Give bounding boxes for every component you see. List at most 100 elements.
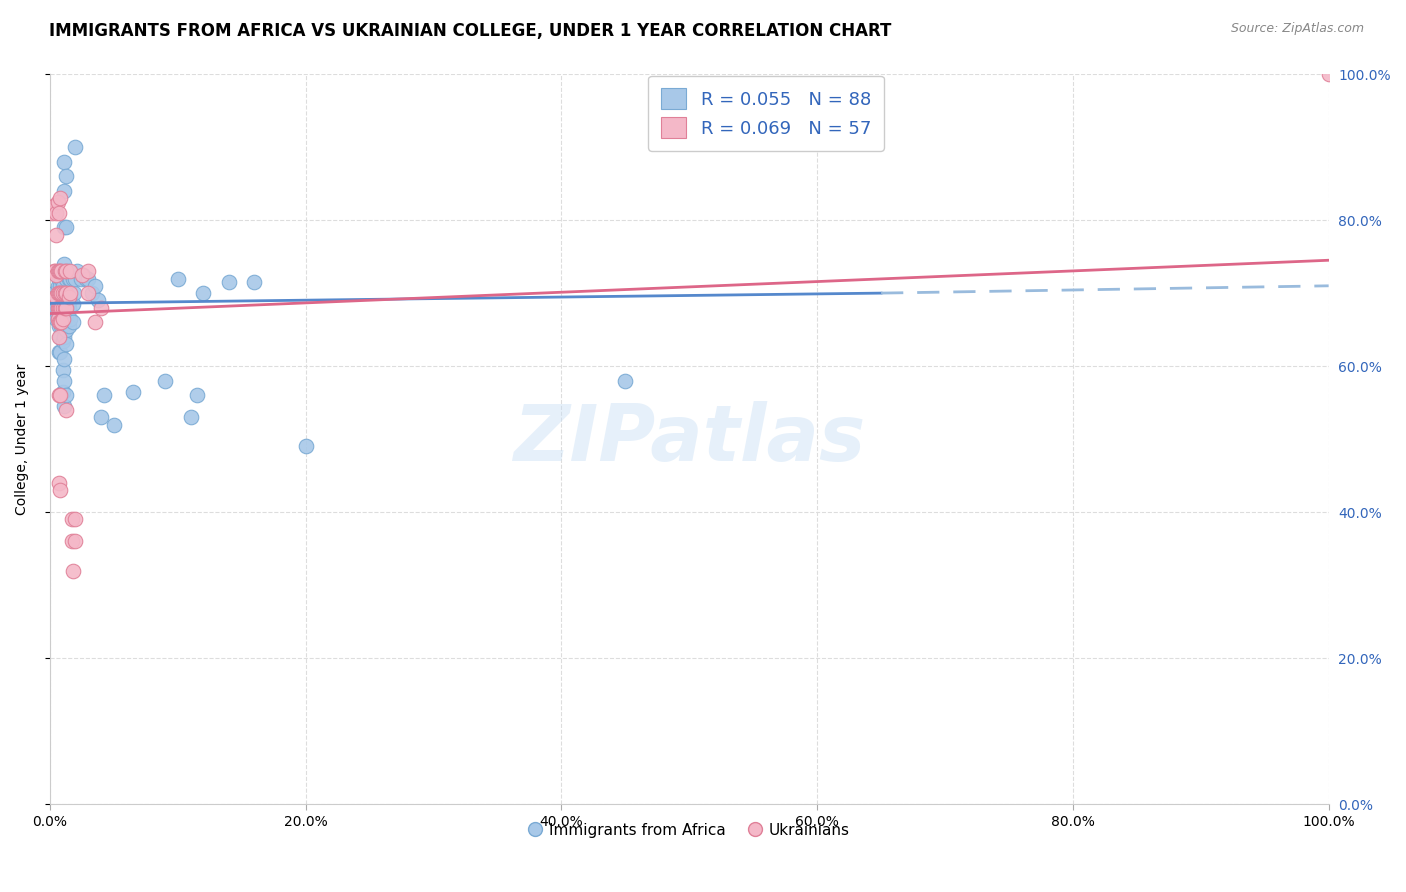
- Point: [193, 286, 215, 301]
- Point: [52, 301, 75, 315]
- Text: Source: ZipAtlas.com: Source: ZipAtlas.com: [1230, 22, 1364, 36]
- Point: [52, 363, 75, 377]
- Point: [44, 264, 66, 278]
- Point: [62, 297, 84, 311]
- Point: [62, 271, 84, 285]
- Point: [52, 286, 75, 301]
- Point: [49, 330, 72, 344]
- Point: [58, 318, 80, 333]
- Point: [41, 297, 63, 311]
- Point: [83, 315, 105, 329]
- Text: IMMIGRANTS FROM AFRICA VS UKRAINIAN COLLEGE, UNDER 1 YEAR CORRELATION CHART: IMMIGRANTS FROM AFRICA VS UKRAINIAN COLL…: [49, 22, 891, 40]
- Point: [186, 388, 208, 402]
- Point: [49, 264, 72, 278]
- Point: [42, 286, 65, 301]
- Point: [58, 301, 80, 315]
- Point: [49, 388, 72, 402]
- Point: [45, 206, 67, 220]
- Point: [243, 275, 266, 289]
- Point: [52, 293, 75, 308]
- Point: [55, 403, 77, 417]
- Point: [44, 290, 66, 304]
- Point: [52, 301, 75, 315]
- Point: [59, 286, 82, 301]
- Point: [52, 311, 75, 326]
- Point: [65, 512, 87, 526]
- Point: [65, 534, 87, 549]
- Point: [93, 388, 115, 402]
- Point: [55, 293, 77, 308]
- Point: [51, 264, 73, 278]
- Point: [48, 293, 70, 308]
- Point: [46, 311, 69, 326]
- Legend: Immigrants from Africa, Ukrainians: Immigrants from Africa, Ukrainians: [523, 817, 855, 844]
- Point: [51, 271, 73, 285]
- Point: [49, 290, 72, 304]
- Point: [90, 410, 112, 425]
- Point: [49, 191, 72, 205]
- Point: [46, 264, 69, 278]
- Point: [63, 286, 86, 301]
- Point: [55, 264, 77, 278]
- Point: [218, 275, 240, 289]
- Point: [75, 271, 97, 285]
- Point: [51, 308, 73, 322]
- Point: [45, 311, 67, 326]
- Point: [614, 374, 637, 388]
- Point: [62, 564, 84, 578]
- Point: [48, 286, 70, 301]
- Point: [49, 264, 72, 278]
- Point: [66, 264, 89, 278]
- Point: [46, 194, 69, 209]
- Point: [51, 318, 73, 333]
- Point: [52, 286, 75, 301]
- Point: [48, 271, 70, 285]
- Point: [46, 278, 69, 293]
- Point: [166, 271, 188, 285]
- Point: [103, 417, 125, 432]
- Point: [49, 286, 72, 301]
- Point: [46, 286, 69, 301]
- Point: [59, 311, 82, 326]
- Point: [1317, 67, 1340, 81]
- Point: [55, 337, 77, 351]
- Point: [45, 227, 67, 242]
- Y-axis label: College, Under 1 year: College, Under 1 year: [15, 363, 30, 515]
- Point: [55, 308, 77, 322]
- Text: ZIPatlas: ZIPatlas: [513, 401, 865, 477]
- Point: [58, 286, 80, 301]
- Point: [52, 334, 75, 348]
- Point: [179, 410, 201, 425]
- Point: [48, 344, 70, 359]
- Point: [65, 271, 87, 285]
- Point: [55, 301, 77, 315]
- Point: [46, 311, 69, 326]
- Point: [45, 290, 67, 304]
- Point: [45, 290, 67, 304]
- Point: [52, 154, 75, 169]
- Point: [60, 534, 83, 549]
- Point: [49, 344, 72, 359]
- Point: [44, 198, 66, 212]
- Point: [49, 278, 72, 293]
- Point: [56, 264, 79, 278]
- Point: [87, 293, 110, 308]
- Point: [55, 323, 77, 337]
- Point: [49, 315, 72, 329]
- Point: [90, 301, 112, 315]
- Point: [72, 268, 94, 282]
- Point: [77, 264, 100, 278]
- Point: [52, 184, 75, 198]
- Point: [77, 271, 100, 285]
- Point: [44, 290, 66, 304]
- Point: [52, 399, 75, 413]
- Point: [53, 286, 76, 301]
- Point: [52, 264, 75, 278]
- Point: [51, 301, 73, 315]
- Point: [42, 264, 65, 278]
- Point: [52, 384, 75, 399]
- Point: [55, 169, 77, 184]
- Point: [59, 271, 82, 285]
- Point: [52, 351, 75, 366]
- Point: [45, 268, 67, 282]
